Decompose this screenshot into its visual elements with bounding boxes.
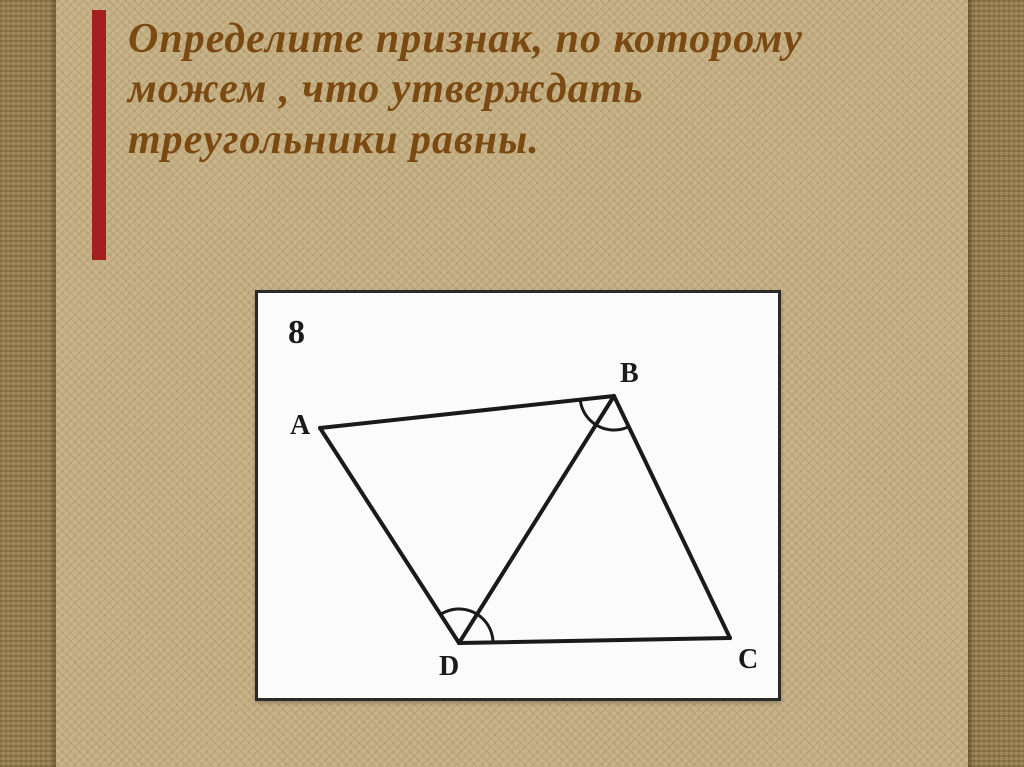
slide: Определите признак, по которому можем , … — [0, 0, 1024, 767]
slide-right-border — [968, 0, 1024, 767]
geometry-svg: 8 A B D C — [258, 293, 778, 698]
geometry-figure: 8 A B D C — [255, 290, 781, 701]
problem-number: 8 — [288, 314, 305, 351]
angle-arc-D-AB — [441, 609, 478, 614]
slide-title: Определите признак, по которому можем , … — [128, 14, 888, 165]
segment-AD — [320, 428, 459, 643]
segment-DC — [459, 638, 730, 643]
angle-arc-B-AD — [580, 400, 596, 425]
title-accent-bar — [92, 10, 106, 260]
vertex-label-B: B — [620, 358, 639, 389]
segment-AB — [320, 396, 614, 428]
segment-BD — [459, 396, 614, 643]
vertex-label-C: C — [738, 644, 758, 675]
vertex-label-D: D — [439, 651, 459, 682]
slide-left-border — [0, 0, 56, 767]
angle-arc-D-BC — [477, 614, 493, 642]
segment-BC — [614, 396, 730, 638]
vertex-label-A: A — [290, 410, 311, 441]
angle-arc-B-DC — [596, 425, 629, 430]
